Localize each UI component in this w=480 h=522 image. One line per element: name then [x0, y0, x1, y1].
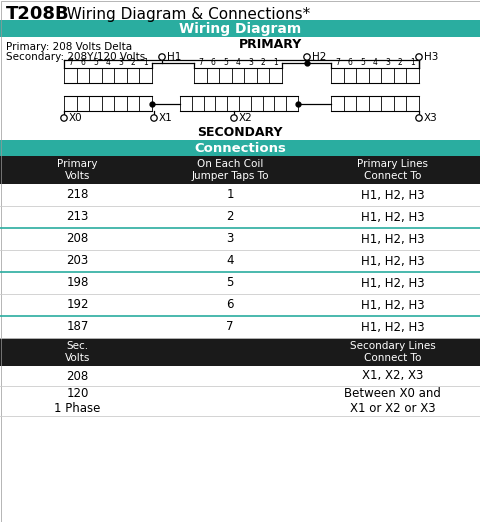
Text: 208: 208	[66, 232, 89, 245]
Text: 4: 4	[372, 58, 377, 67]
Text: 7: 7	[198, 58, 203, 67]
Text: 213: 213	[66, 210, 89, 223]
Text: 6: 6	[210, 58, 216, 67]
Text: 7: 7	[68, 58, 73, 67]
Text: 6: 6	[81, 58, 85, 67]
Text: 1: 1	[410, 58, 415, 67]
Text: 6: 6	[226, 299, 234, 312]
Text: Primary Lines
Connect To: Primary Lines Connect To	[357, 159, 428, 181]
Circle shape	[61, 115, 67, 121]
Text: X3: X3	[424, 113, 438, 123]
Bar	[0, 206, 480, 228]
Text: Primary
Volts: Primary Volts	[57, 159, 98, 181]
Text: Primary: 208 Volts Delta: Primary: 208 Volts Delta	[6, 42, 132, 52]
Text: H2: H2	[312, 52, 326, 62]
Text: 198: 198	[66, 277, 89, 290]
Circle shape	[304, 54, 310, 60]
Text: 4: 4	[106, 58, 110, 67]
Text: PRIMARY: PRIMARY	[239, 38, 301, 51]
Text: 2: 2	[226, 210, 234, 223]
Text: H1, H2, H3: H1, H2, H3	[360, 232, 424, 245]
Text: 5: 5	[226, 277, 234, 290]
Text: 1: 1	[273, 58, 278, 67]
Text: 208: 208	[66, 370, 89, 383]
Text: 3: 3	[248, 58, 253, 67]
Text: 5: 5	[223, 58, 228, 67]
Circle shape	[151, 115, 157, 121]
Bar	[0, 272, 480, 294]
Bar	[0, 184, 480, 206]
Bar	[0, 294, 480, 316]
Text: X1, X2, X3: X1, X2, X3	[362, 370, 423, 383]
Text: H1, H2, H3: H1, H2, H3	[360, 188, 424, 201]
Text: Wiring Diagram: Wiring Diagram	[179, 21, 301, 35]
Text: H1, H2, H3: H1, H2, H3	[360, 299, 424, 312]
Circle shape	[159, 54, 165, 60]
Text: Connections: Connections	[194, 141, 286, 155]
Text: 4: 4	[226, 255, 234, 267]
Text: 203: 203	[66, 255, 89, 267]
Text: 3: 3	[226, 232, 234, 245]
Text: 5: 5	[93, 58, 98, 67]
Text: 7: 7	[226, 321, 234, 334]
Text: H1: H1	[167, 52, 181, 62]
Text: Between X0 and
X1 or X2 or X3: Between X0 and X1 or X2 or X3	[344, 387, 441, 415]
Circle shape	[416, 54, 422, 60]
Text: H1, H2, H3: H1, H2, H3	[360, 277, 424, 290]
Text: Sec.
Volts: Sec. Volts	[65, 341, 90, 363]
Text: 6: 6	[348, 58, 352, 67]
Text: Wiring Diagram & Connections*: Wiring Diagram & Connections*	[57, 6, 310, 21]
Text: 5: 5	[360, 58, 365, 67]
Bar	[0, 316, 480, 338]
Bar	[0, 20, 480, 37]
Text: H1, H2, H3: H1, H2, H3	[360, 321, 424, 334]
Text: 2: 2	[261, 58, 265, 67]
Text: 2: 2	[398, 58, 403, 67]
Bar	[0, 140, 480, 156]
Text: 7: 7	[335, 58, 340, 67]
Text: H1, H2, H3: H1, H2, H3	[360, 255, 424, 267]
Bar	[0, 156, 480, 184]
Text: X2: X2	[239, 113, 253, 123]
Circle shape	[231, 115, 237, 121]
Text: SECONDARY: SECONDARY	[197, 126, 283, 139]
Text: 3: 3	[385, 58, 390, 67]
Text: 1: 1	[144, 58, 148, 67]
Text: H1, H2, H3: H1, H2, H3	[360, 210, 424, 223]
Text: H3: H3	[424, 52, 438, 62]
Text: On Each Coil
Jumper Taps To: On Each Coil Jumper Taps To	[191, 159, 269, 181]
Bar	[0, 366, 480, 386]
Text: 2: 2	[131, 58, 135, 67]
Circle shape	[416, 115, 422, 121]
Text: Secondary Lines
Connect To: Secondary Lines Connect To	[349, 341, 435, 363]
Text: 187: 187	[66, 321, 89, 334]
Bar	[0, 338, 480, 366]
Text: Secondary: 208Y/120 Volts: Secondary: 208Y/120 Volts	[6, 52, 145, 62]
Text: X1: X1	[159, 113, 173, 123]
Text: X0: X0	[69, 113, 83, 123]
Text: 218: 218	[66, 188, 89, 201]
Bar	[0, 250, 480, 272]
Bar	[0, 386, 480, 416]
Text: 3: 3	[118, 58, 123, 67]
Text: 1: 1	[226, 188, 234, 201]
Bar	[0, 228, 480, 250]
Text: 120
1 Phase: 120 1 Phase	[54, 387, 101, 415]
Text: T208B: T208B	[6, 5, 70, 23]
Text: 192: 192	[66, 299, 89, 312]
Text: 4: 4	[236, 58, 240, 67]
